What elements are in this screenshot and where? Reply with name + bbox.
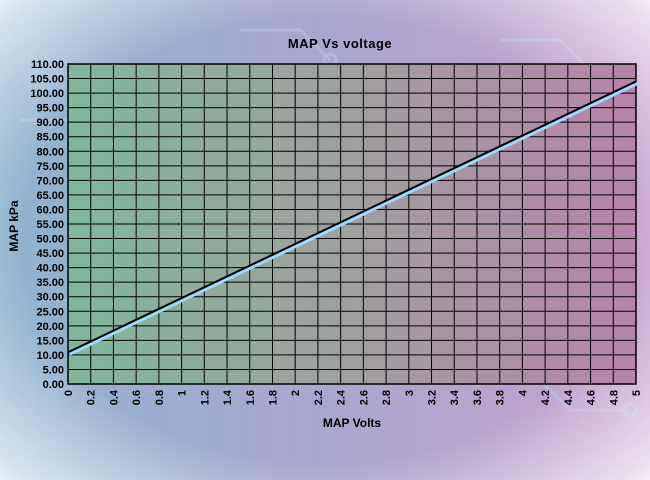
y-tick-label: 90.00 — [36, 117, 64, 129]
x-tick-label: 3 — [404, 390, 416, 396]
x-tick-label: 5 — [631, 390, 643, 396]
x-tick-label: 2 — [290, 390, 302, 396]
x-tick-label: 0.6 — [131, 390, 143, 405]
x-tick-label: 4.8 — [608, 390, 620, 405]
y-tick-label: 100.00 — [30, 88, 64, 100]
series-line-shadow — [68, 82, 639, 356]
y-tick-label: 10.00 — [36, 350, 64, 362]
x-tick-label: 4 — [517, 389, 529, 396]
x-tick-label: 1.8 — [267, 390, 279, 405]
y-tick-label: 0.00 — [43, 379, 64, 391]
y-tick-label: 75.00 — [36, 161, 64, 173]
x-tick-label: 3.6 — [472, 390, 484, 405]
x-tick-label: 4.6 — [586, 390, 598, 405]
chart-title: MAP Vs voltage — [288, 36, 392, 51]
plot-border — [67, 63, 637, 385]
y-tick-label: 55.00 — [36, 219, 64, 231]
x-tick-label: 4.4 — [563, 389, 575, 405]
y-tick-labels: 0.00 5.00 10.00 15.00 20.00 25.00 30.00 35.00 40… — [30, 59, 64, 391]
y-tick-label: 110.00 — [31, 59, 64, 71]
y-tick-label: 95.00 — [36, 103, 64, 115]
x-tick-label: 0.2 — [86, 390, 98, 405]
y-tick-label: 65.00 — [36, 190, 64, 202]
y-tick-label: 40.00 — [36, 263, 64, 275]
x-tick-label: 1.4 — [222, 389, 234, 405]
x-tick-label: 3.8 — [495, 390, 507, 405]
x-tick-label: 1.2 — [199, 390, 211, 405]
y-tick-label: 60.00 — [36, 204, 64, 216]
x-tick-label: 2.4 — [336, 389, 348, 405]
x-tick-label: 1.6 — [245, 390, 257, 405]
gridlines — [67, 63, 637, 385]
x-tick-label: 0 — [63, 390, 75, 396]
series-line — [67, 80, 637, 354]
x-tick-label: 0.8 — [154, 390, 166, 405]
x-tick-label: 1 — [177, 390, 189, 396]
x-tick-label: 4.2 — [540, 390, 552, 405]
y-tick-label: 50.00 — [36, 234, 64, 246]
x-tick-labels: 0 0.2 0.4 0.6 0.8 1 1.2 1.4 1.6 1.8 2 2.2 2.4 2.6 2.8 3… — [63, 389, 643, 405]
y-tick-label: 45.00 — [36, 248, 64, 260]
x-tick-label: 2.2 — [313, 390, 325, 405]
x-tick-label: 0.4 — [108, 389, 120, 405]
y-tick-label: 30.00 — [36, 292, 64, 304]
y-tick-label: 15.00 — [36, 335, 64, 347]
y-tick-label: 105.00 — [30, 74, 64, 86]
y-tick-label: 80.00 — [36, 146, 64, 158]
y-tick-label: 25.00 — [36, 306, 64, 318]
y-tick-label: 35.00 — [36, 277, 64, 289]
series-layer — [67, 80, 639, 356]
y-tick-label: 20.00 — [36, 321, 64, 333]
y-axis-label: MAP kPa — [7, 200, 21, 251]
x-axis-label: MAP Volts — [323, 416, 382, 430]
x-tick-label: 2.8 — [381, 390, 393, 405]
x-tick-label: 2.6 — [358, 390, 370, 405]
x-tick-label: 3.4 — [449, 389, 461, 405]
y-tick-label: 70.00 — [36, 175, 64, 187]
y-tick-label: 85.00 — [36, 132, 64, 144]
x-tick-label: 3.2 — [427, 390, 439, 405]
y-tick-label: 5.00 — [43, 364, 64, 376]
